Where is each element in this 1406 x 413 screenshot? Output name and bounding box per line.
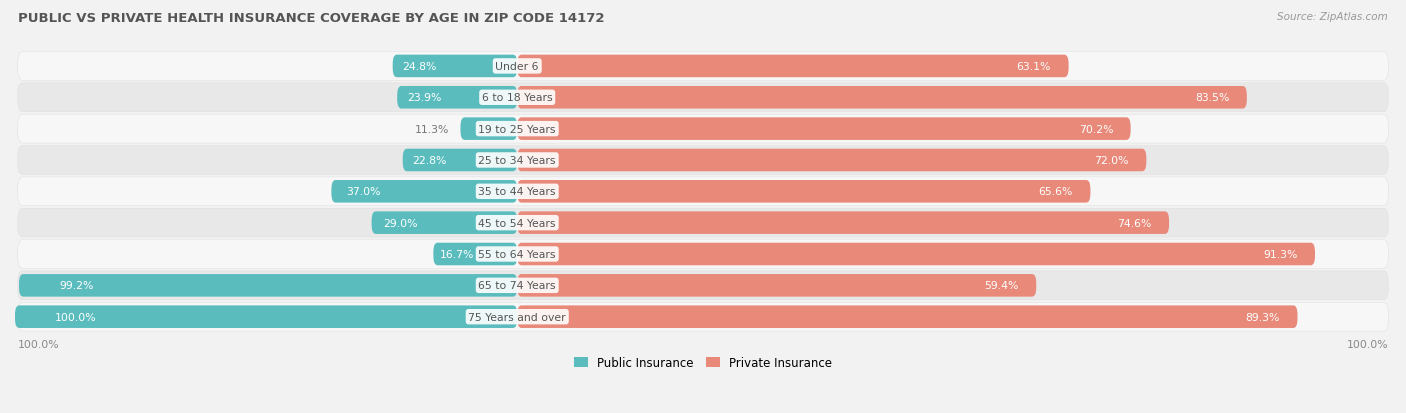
FancyBboxPatch shape [20, 274, 517, 297]
FancyBboxPatch shape [392, 55, 517, 78]
FancyBboxPatch shape [18, 240, 1388, 269]
FancyBboxPatch shape [433, 243, 517, 266]
Text: 37.0%: 37.0% [346, 187, 381, 197]
Text: 22.8%: 22.8% [412, 156, 446, 166]
FancyBboxPatch shape [517, 87, 1247, 109]
FancyBboxPatch shape [517, 306, 1298, 328]
Text: 99.2%: 99.2% [59, 281, 93, 291]
Text: 35 to 44 Years: 35 to 44 Years [478, 187, 555, 197]
FancyBboxPatch shape [517, 212, 1168, 234]
Text: 89.3%: 89.3% [1246, 312, 1279, 322]
Text: 75 Years and over: 75 Years and over [468, 312, 567, 322]
Text: 74.6%: 74.6% [1118, 218, 1152, 228]
Text: 100.0%: 100.0% [18, 339, 59, 349]
Text: 6 to 18 Years: 6 to 18 Years [482, 93, 553, 103]
FancyBboxPatch shape [517, 180, 1091, 203]
Text: 100.0%: 100.0% [55, 312, 97, 322]
FancyBboxPatch shape [18, 146, 1388, 175]
Text: 91.3%: 91.3% [1263, 249, 1298, 259]
FancyBboxPatch shape [18, 178, 1388, 206]
Text: 25 to 34 Years: 25 to 34 Years [478, 156, 555, 166]
FancyBboxPatch shape [18, 303, 1388, 331]
FancyBboxPatch shape [517, 55, 1069, 78]
Legend: Public Insurance, Private Insurance: Public Insurance, Private Insurance [569, 352, 837, 374]
FancyBboxPatch shape [402, 150, 517, 172]
FancyBboxPatch shape [332, 180, 517, 203]
Text: PUBLIC VS PRIVATE HEALTH INSURANCE COVERAGE BY AGE IN ZIP CODE 14172: PUBLIC VS PRIVATE HEALTH INSURANCE COVER… [18, 12, 605, 25]
Text: 55 to 64 Years: 55 to 64 Years [478, 249, 555, 259]
FancyBboxPatch shape [18, 271, 1388, 300]
FancyBboxPatch shape [18, 84, 1388, 112]
Text: 65 to 74 Years: 65 to 74 Years [478, 281, 555, 291]
Text: 72.0%: 72.0% [1094, 156, 1129, 166]
Text: 19 to 25 Years: 19 to 25 Years [478, 124, 555, 134]
Text: 70.2%: 70.2% [1078, 124, 1114, 134]
FancyBboxPatch shape [18, 209, 1388, 237]
FancyBboxPatch shape [15, 306, 517, 328]
Text: 11.3%: 11.3% [415, 124, 450, 134]
Text: 29.0%: 29.0% [384, 218, 418, 228]
FancyBboxPatch shape [18, 115, 1388, 144]
Text: 100.0%: 100.0% [1347, 339, 1388, 349]
Text: 16.7%: 16.7% [440, 249, 474, 259]
Text: 83.5%: 83.5% [1195, 93, 1229, 103]
FancyBboxPatch shape [371, 212, 517, 234]
FancyBboxPatch shape [461, 118, 517, 140]
Text: 24.8%: 24.8% [402, 62, 437, 72]
Text: Source: ZipAtlas.com: Source: ZipAtlas.com [1277, 12, 1388, 22]
FancyBboxPatch shape [517, 243, 1315, 266]
FancyBboxPatch shape [517, 274, 1036, 297]
Text: 63.1%: 63.1% [1017, 62, 1052, 72]
Text: 23.9%: 23.9% [406, 93, 441, 103]
Text: Under 6: Under 6 [495, 62, 538, 72]
FancyBboxPatch shape [517, 118, 1130, 140]
FancyBboxPatch shape [517, 150, 1146, 172]
FancyBboxPatch shape [398, 87, 517, 109]
Text: 59.4%: 59.4% [984, 281, 1019, 291]
FancyBboxPatch shape [18, 52, 1388, 81]
Text: 45 to 54 Years: 45 to 54 Years [478, 218, 555, 228]
Text: 65.6%: 65.6% [1039, 187, 1073, 197]
